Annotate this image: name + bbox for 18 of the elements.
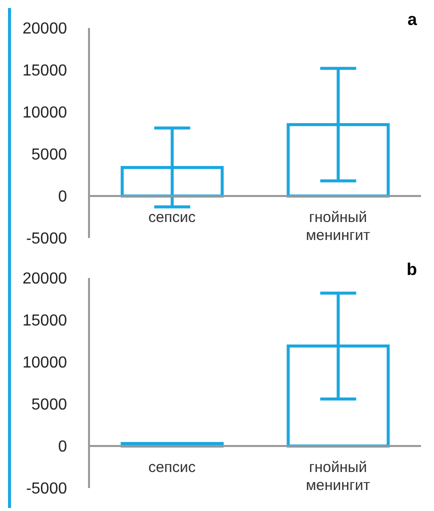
x-tick-label: гнойный менингит	[306, 459, 370, 494]
x-tick-label: гнойный менингит	[306, 209, 370, 244]
chart-title: a	[408, 10, 417, 30]
y-tick-label: 15000	[22, 312, 68, 330]
y-tick-label: 20000	[22, 20, 68, 38]
y-tick-label: 5000	[31, 396, 68, 414]
y-tick-label: -5000	[26, 230, 68, 248]
y-tick-label: -5000	[26, 480, 68, 498]
chart-title: b	[406, 260, 417, 280]
y-tick-label: 15000	[22, 62, 68, 80]
y-tick-label: 10000	[22, 354, 68, 372]
y-tick-label: 0	[58, 438, 68, 456]
y-tick-label: 10000	[22, 104, 68, 122]
y-tick-label: 20000	[22, 270, 68, 288]
x-tick-label: сепсис	[148, 459, 196, 476]
y-tick-label: 0	[58, 188, 68, 206]
y-tick-label: 5000	[31, 146, 68, 164]
x-tick-label: сепсис	[148, 209, 196, 226]
